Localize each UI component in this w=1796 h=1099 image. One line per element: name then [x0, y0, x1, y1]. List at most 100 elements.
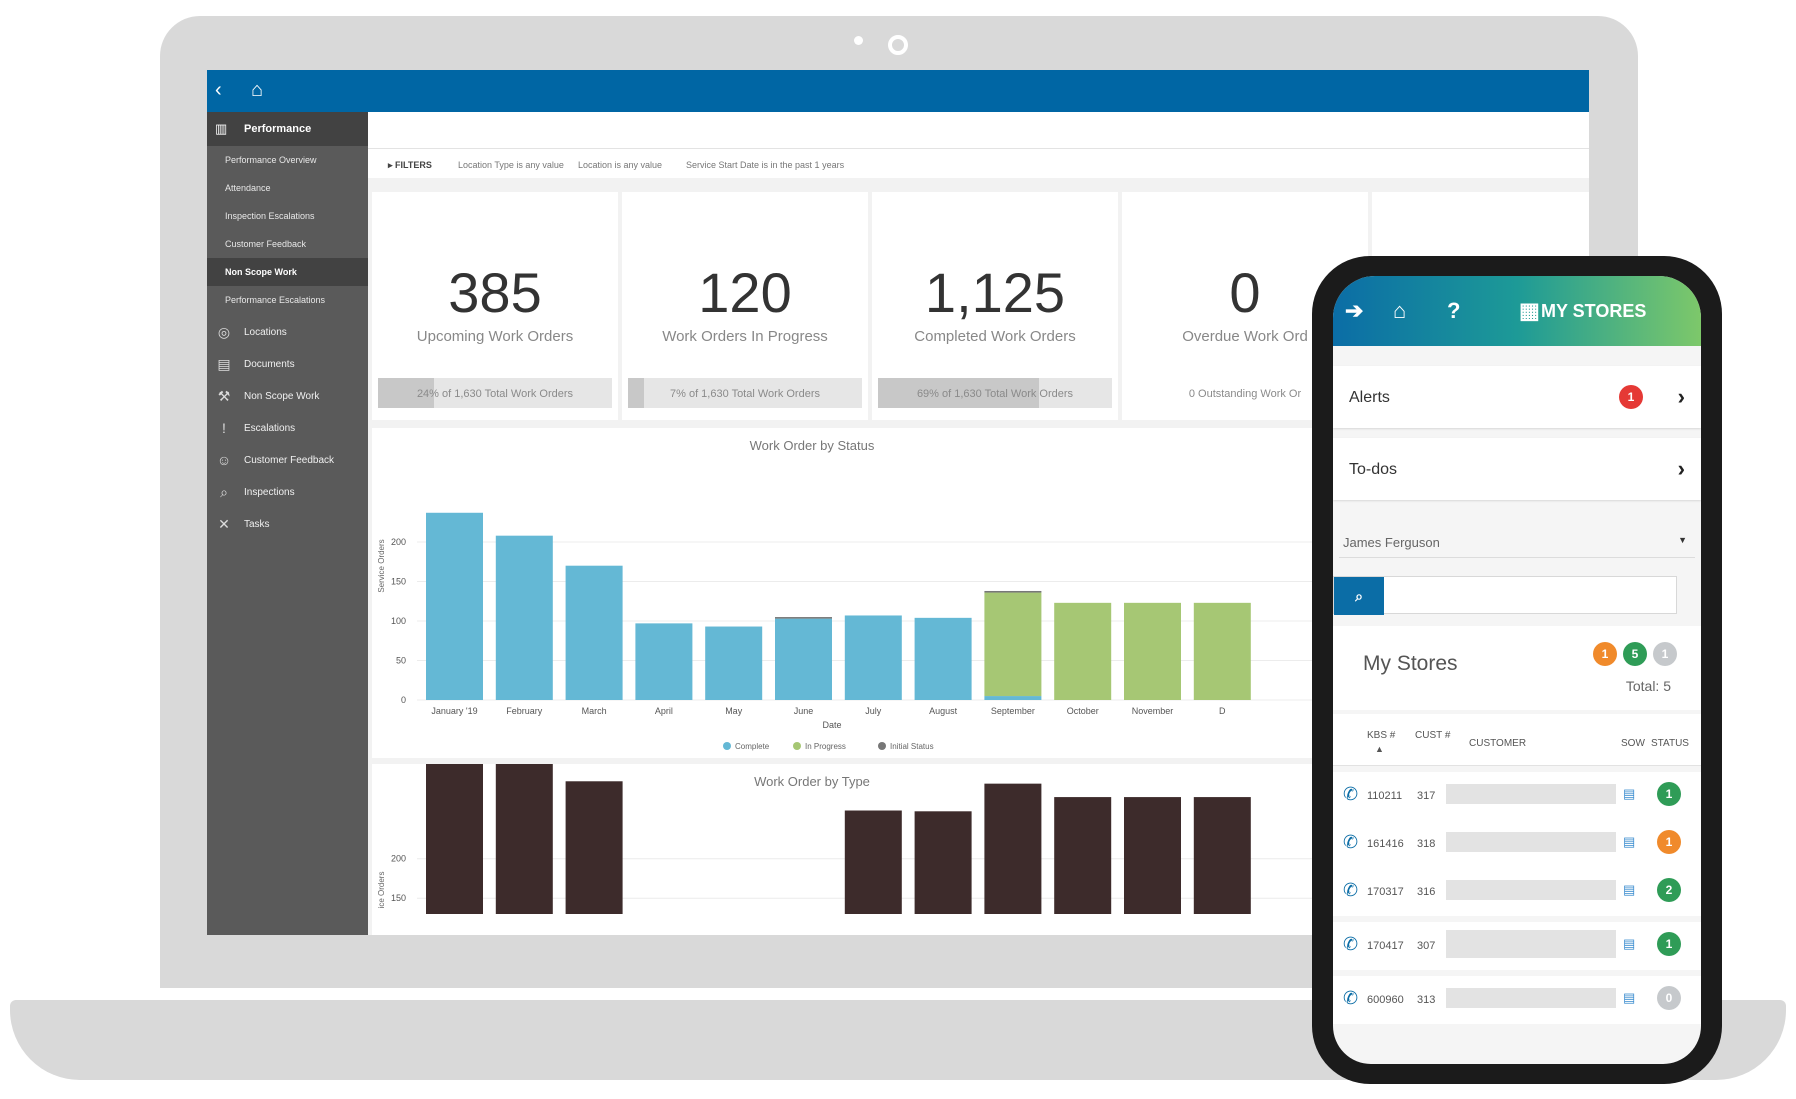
y-tick-label: 150: [391, 893, 406, 903]
phone-call-icon[interactable]: ✆: [1343, 832, 1359, 852]
todos-row[interactable]: To-dos ›: [1333, 438, 1701, 500]
top-bar: ‹ ⌂: [207, 70, 1589, 112]
bar-chart-icon: ▥: [215, 121, 228, 136]
sidebar-item-non-scope-work[interactable]: ⚒ Non Scope Work: [207, 380, 368, 412]
status-chart-svg: Work Order by Status 0 50 100 150 200 Service …: [377, 438, 1589, 751]
store-search[interactable]: ⌕: [1333, 576, 1677, 615]
stat-caption: Overdue Work Ord: [1182, 328, 1308, 345]
main-header: [368, 112, 1589, 148]
back-arrow-icon[interactable]: ➔: [1345, 298, 1364, 323]
help-icon[interactable]: ?: [1447, 298, 1461, 323]
sidebar-subitem-attendance[interactable]: Attendance: [207, 174, 368, 202]
sidebar-item-label: Escalations: [244, 423, 296, 434]
table-row[interactable]: ✆ 110211 317 ▤ 1: [1333, 772, 1701, 820]
col-cust[interactable]: CUST #: [1415, 730, 1451, 741]
user-select[interactable]: James Ferguson ▼: [1339, 524, 1695, 558]
sidebar-item-escalations[interactable]: ! Escalations: [207, 412, 368, 444]
x-tick-label: May: [725, 706, 743, 716]
bar-complete-4: [705, 626, 763, 700]
cell-cust: 313: [1417, 994, 1436, 1006]
x-tick-label: April: [655, 706, 673, 716]
table-row[interactable]: ✆ 600960 313 ▤ 0: [1333, 976, 1701, 1024]
chart-title: Work Order by Status: [750, 438, 875, 453]
phone-call-icon[interactable]: ✆: [1343, 934, 1359, 954]
home-icon[interactable]: ⌂: [1393, 298, 1407, 323]
sidebar-item-locations[interactable]: ◎ Locations: [207, 316, 368, 348]
customer-redacted: [1446, 930, 1616, 958]
bar-complete-8: [984, 696, 1042, 700]
sidebar-item-tasks[interactable]: ✕ Tasks: [207, 508, 368, 540]
phone-screen: ➔ ⌂ ? ▦ MY STORES Alerts 1 › To-dos › Ja…: [1333, 276, 1701, 1064]
stat-caption: Work Orders In Progress: [662, 328, 828, 345]
filters-bar[interactable]: ▸ FILTERS Location Type is any value Loc…: [368, 148, 1589, 178]
bar-complete-6: [844, 615, 902, 700]
legend-marker: [878, 742, 886, 750]
my-stores-summary: My Stores 1 5 1 Total: 5: [1333, 626, 1701, 710]
sidebar-item-documents[interactable]: ▤ Documents: [207, 348, 368, 380]
document-icon[interactable]: ▤: [1623, 936, 1636, 951]
filter-location-type[interactable]: Location Type is any value: [458, 160, 564, 170]
back-chevron-icon[interactable]: ‹: [215, 79, 222, 101]
phone-call-icon[interactable]: ✆: [1343, 988, 1359, 1008]
sidebar-item-label: Customer Feedback: [244, 455, 335, 466]
stat-caption: Completed Work Orders: [914, 328, 1076, 345]
col-sow[interactable]: SOW: [1621, 738, 1645, 749]
alerts-row[interactable]: Alerts 1 ›: [1333, 366, 1701, 428]
sort-up-icon[interactable]: ▲: [1375, 744, 1384, 754]
cell-kbs: 170317: [1367, 886, 1404, 898]
phone-call-icon[interactable]: ✆: [1343, 784, 1359, 804]
table-row[interactable]: ✆ 161416 318 ▤ 1: [1333, 820, 1701, 868]
col-customer[interactable]: CUSTOMER: [1469, 738, 1527, 749]
x-tick-label: October: [1067, 706, 1099, 716]
stat-number: 385: [448, 261, 542, 324]
stat-card-in-progress: 120 Work Orders In Progress 7% of 1,630 …: [622, 192, 868, 420]
sidebar-item-inspections[interactable]: ⌕ Inspections: [207, 476, 368, 508]
filters-toggle[interactable]: ▸ FILTERS: [388, 160, 432, 170]
table-row[interactable]: ✆ 170417 307 ▤ 1: [1333, 922, 1701, 970]
col-kbs[interactable]: KBS #: [1367, 730, 1396, 741]
sidebar-item-customer-feedback[interactable]: ☺ Customer Feedback: [207, 444, 368, 476]
table-row[interactable]: ✆ 170317 316 ▤ 2: [1333, 868, 1701, 916]
stat-progress-label: 24% of 1,630 Total Work Orders: [416, 388, 574, 400]
search-button[interactable]: ⌕: [1334, 577, 1384, 615]
sidebar-subitem-inspection-escalations[interactable]: Inspection Escalations: [207, 202, 368, 230]
stores-badge-green[interactable]: 5: [1623, 642, 1647, 666]
y-tick-label: 50: [396, 656, 406, 666]
phone-call-icon[interactable]: ✆: [1343, 880, 1359, 900]
stores-badge-orange[interactable]: 1: [1593, 642, 1617, 666]
sidebar-section-performance[interactable]: ▥ Performance: [207, 112, 368, 146]
status-badge: 1: [1657, 782, 1681, 806]
sidebar-item-label: Inspections: [244, 487, 295, 498]
home-icon[interactable]: ⌂: [251, 79, 264, 101]
cell-kbs: 161416: [1367, 838, 1404, 850]
bar-type-7: [914, 811, 972, 914]
sidebar-subitem-customer-feedback[interactable]: Customer Feedback: [207, 230, 368, 258]
customer-redacted: [1446, 988, 1616, 1008]
sidebar-subitem-performance-escalations[interactable]: Performance Escalations: [207, 286, 368, 314]
col-status[interactable]: STATUS: [1651, 738, 1689, 749]
tools-icon: ⚒: [217, 388, 231, 404]
filter-location[interactable]: Location is any value: [578, 160, 663, 170]
sidebar-item-label: Documents: [244, 359, 295, 370]
alerts-label: Alerts: [1349, 389, 1390, 406]
document-icon[interactable]: ▤: [1623, 882, 1636, 897]
stores-badge-grey[interactable]: 1: [1653, 642, 1677, 666]
todos-label: To-dos: [1349, 461, 1398, 478]
location-pin-icon: ◎: [217, 324, 231, 340]
alerts-count-badge: 1: [1619, 385, 1643, 409]
x-tick-label: March: [582, 706, 607, 716]
document-icon[interactable]: ▤: [1623, 834, 1636, 849]
sidebar-item-label: Locations: [244, 327, 287, 338]
document-icon[interactable]: ▤: [1623, 786, 1636, 801]
cell-kbs: 110211: [1367, 790, 1403, 802]
bar-type-11: [1193, 797, 1251, 914]
stat-progress-fill: [628, 378, 645, 408]
cell-kbs: 170417: [1367, 940, 1404, 952]
customer-redacted: [1446, 784, 1616, 804]
document-icon[interactable]: ▤: [1623, 990, 1636, 1005]
filter-service-start-date[interactable]: Service Start Date is in the past 1 year…: [686, 160, 845, 170]
sidebar-subitem-non-scope-work[interactable]: Non Scope Work: [207, 258, 368, 286]
bar-in-progress-9: [1054, 602, 1112, 700]
bar-complete-3: [635, 623, 693, 700]
sidebar-subitem-performance-overview[interactable]: Performance Overview: [207, 146, 368, 174]
